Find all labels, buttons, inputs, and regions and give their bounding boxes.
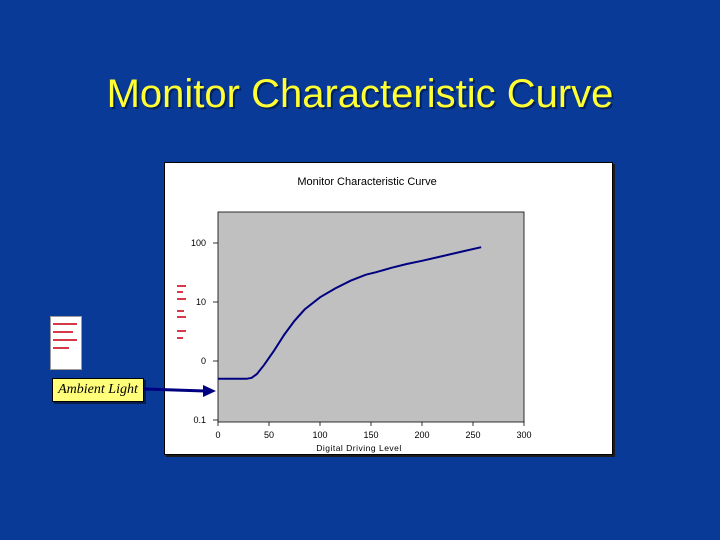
- x-axis-title: Digital Driving Level: [316, 443, 402, 453]
- x-tick-label: 200: [414, 430, 429, 440]
- x-tick-label: 50: [264, 430, 274, 440]
- x-tick-label: 250: [465, 430, 480, 440]
- series-line: [218, 246, 482, 380]
- broken-image-placeholder: [50, 316, 82, 370]
- chart-title: Monitor Characteristic Curve: [297, 176, 436, 188]
- chart-panel: Monitor Characteristic Curve 100 10 0 0.1 0…: [164, 162, 613, 455]
- x-tick-label: 150: [363, 430, 378, 440]
- y-axis-title-image: [176, 282, 188, 348]
- y-tick-label: 0: [201, 356, 206, 366]
- plot-area: [217, 211, 525, 423]
- y-tick-label: 0.1: [193, 415, 206, 425]
- x-axis: 0 50 100 150 200 250 300: [215, 422, 532, 440]
- ambient-light-callout: Ambient Light: [52, 378, 144, 402]
- x-tick-label: 300: [516, 430, 531, 440]
- y-tick-label: 100: [191, 238, 206, 248]
- slide-title: Monitor Characteristic Curve: [106, 72, 614, 116]
- x-tick-label: 100: [312, 430, 327, 440]
- x-tick-label: 0: [215, 430, 220, 440]
- y-tick-label: 10: [196, 297, 206, 307]
